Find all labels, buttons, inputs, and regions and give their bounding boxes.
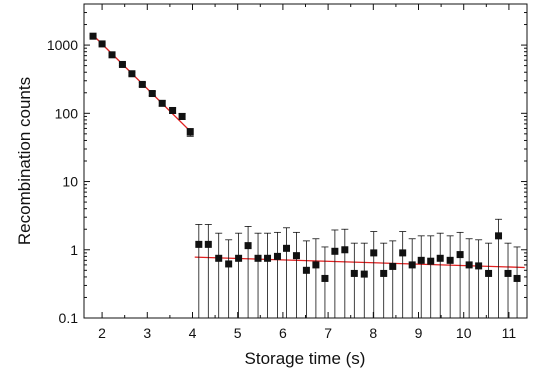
x-tick-label: 11 [502, 325, 517, 341]
data-point [331, 247, 339, 255]
tick-labels: 2 3 4 5 6 7 8 9 10 11 0.1 1 10 100 1000 [47, 37, 517, 341]
data-point [118, 60, 126, 68]
x-tick-label: 2 [98, 325, 106, 341]
data-point [475, 262, 483, 270]
data-point [389, 262, 397, 270]
x-tick-label: 4 [189, 325, 197, 341]
x-tick-label: 9 [415, 325, 423, 341]
x-tick-label: 3 [143, 325, 151, 341]
data-point [254, 254, 262, 262]
data-point [399, 249, 407, 257]
data-point [225, 260, 233, 268]
data-point [273, 252, 281, 260]
y-tick-label: 100 [55, 105, 79, 121]
axis-ticks [84, 3, 527, 319]
data-point [98, 40, 106, 48]
data-point [360, 270, 368, 278]
y-tick-label: 10 [62, 174, 78, 190]
data-point [215, 254, 223, 262]
data-point [504, 269, 512, 277]
data-point [350, 269, 358, 277]
data-point [204, 240, 212, 248]
data-point [341, 246, 349, 254]
data-point [321, 274, 329, 282]
data-point [408, 261, 416, 269]
data-point [178, 112, 186, 120]
y-tick-label: 0.1 [59, 310, 79, 326]
data-point [128, 70, 136, 78]
x-tick-label: 6 [279, 325, 287, 341]
y-axis-label: Recombination counts [15, 77, 34, 245]
data-point [446, 256, 454, 264]
y-tick-label: 1000 [47, 37, 78, 53]
data-point [456, 251, 464, 259]
data-point [513, 274, 521, 282]
data-point [292, 252, 300, 260]
data-point [302, 266, 310, 274]
data-point [485, 269, 493, 277]
data-point [495, 232, 503, 240]
data-point [158, 99, 166, 107]
data-point [264, 254, 272, 262]
data-point [195, 240, 203, 248]
data-point [436, 254, 444, 262]
data-point [244, 242, 252, 250]
x-axis-label: Storage time (s) [245, 349, 366, 368]
data-point [89, 32, 97, 40]
data-point [465, 261, 473, 269]
data-point [417, 256, 425, 264]
data-point [380, 269, 388, 277]
data-point [169, 106, 177, 114]
x-tick-label: 7 [324, 325, 332, 341]
x-tick-label: 8 [369, 325, 377, 341]
data-point [148, 90, 156, 98]
data-points [89, 32, 521, 282]
data-point [283, 244, 291, 252]
data-point [427, 257, 435, 265]
data-point [138, 80, 146, 88]
data-point [235, 254, 243, 262]
y-tick-label: 1 [70, 242, 78, 258]
error-bars [89, 34, 521, 319]
data-point [370, 249, 378, 257]
x-tick-label: 5 [234, 325, 242, 341]
x-tick-label: 10 [456, 325, 472, 341]
data-point [108, 51, 116, 59]
data-point [312, 261, 320, 269]
data-point [186, 128, 194, 136]
